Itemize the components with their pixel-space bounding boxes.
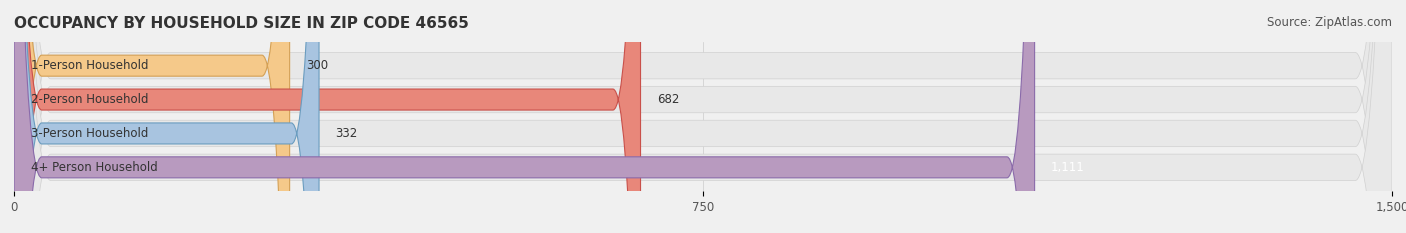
Text: OCCUPANCY BY HOUSEHOLD SIZE IN ZIP CODE 46565: OCCUPANCY BY HOUSEHOLD SIZE IN ZIP CODE … <box>14 16 470 31</box>
Text: 300: 300 <box>307 59 328 72</box>
FancyBboxPatch shape <box>14 0 1392 233</box>
Text: 2-Person Household: 2-Person Household <box>31 93 148 106</box>
FancyBboxPatch shape <box>14 0 1392 233</box>
FancyBboxPatch shape <box>14 0 290 233</box>
Text: Source: ZipAtlas.com: Source: ZipAtlas.com <box>1267 16 1392 29</box>
Text: 3-Person Household: 3-Person Household <box>31 127 148 140</box>
Text: 4+ Person Household: 4+ Person Household <box>31 161 157 174</box>
Text: 1,111: 1,111 <box>1052 161 1085 174</box>
FancyBboxPatch shape <box>14 0 1392 233</box>
Text: 1-Person Household: 1-Person Household <box>31 59 148 72</box>
FancyBboxPatch shape <box>14 0 1392 233</box>
FancyBboxPatch shape <box>14 0 319 233</box>
FancyBboxPatch shape <box>14 0 1035 233</box>
Text: 682: 682 <box>657 93 679 106</box>
FancyBboxPatch shape <box>14 0 641 233</box>
Text: 332: 332 <box>336 127 357 140</box>
